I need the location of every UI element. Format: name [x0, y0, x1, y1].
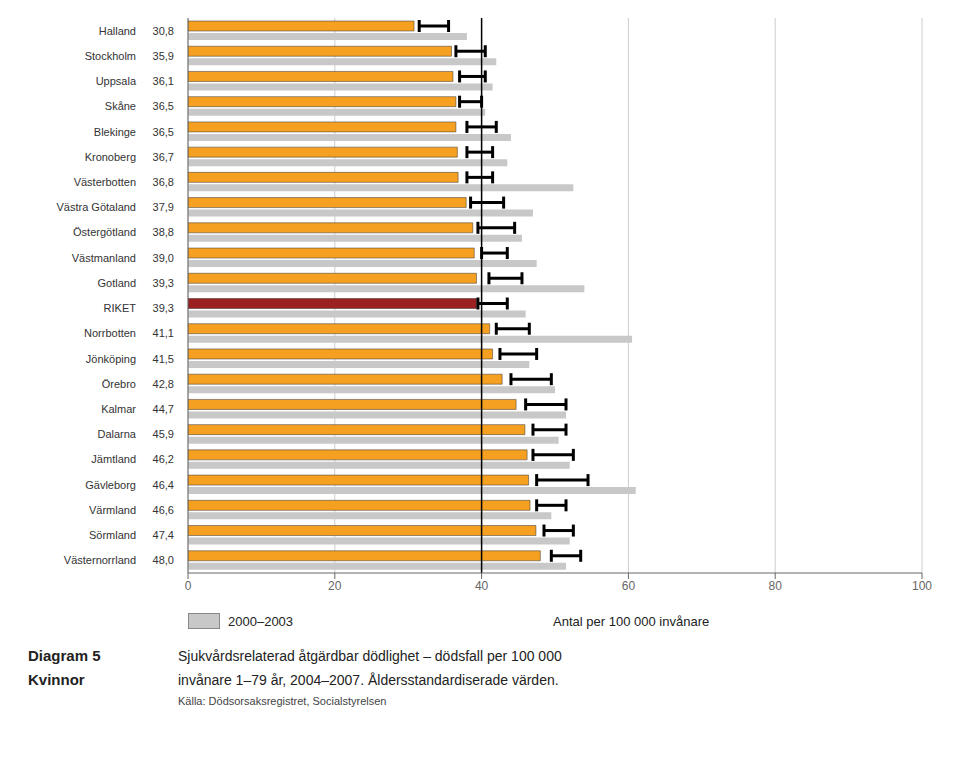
svg-text:Stockholm: Stockholm [85, 50, 136, 62]
svg-text:Värmland: Värmland [89, 504, 136, 516]
html-text:invånare 1–79 år, 2004–2007. Å: invånare 1–79 år, 2004–2007. Åldersstand… [178, 672, 559, 688]
html-text:2000–2003: 2000–2003 [228, 613, 294, 629]
svg-text:Norrbotten: Norrbotten [84, 327, 136, 339]
svg-text:Gotland: Gotland [97, 277, 136, 289]
svg-text:20: 20 [328, 579, 342, 593]
svg-text:46,4: 46,4 [153, 479, 174, 491]
svg-text:Örebro: Örebro [102, 378, 136, 390]
html-text:Sjukvårdsrelaterad åtgärdbar d: Sjukvårdsrelaterad åtgärdbar dödlighet –… [178, 648, 562, 664]
svg-text:36,1: 36,1 [153, 75, 174, 87]
svg-text:41,5: 41,5 [153, 353, 174, 365]
svg-text:44,7: 44,7 [153, 403, 174, 415]
html-text:Antal per 100 000 invånare: Antal per 100 000 invånare [553, 613, 710, 629]
svg-text:36,5: 36,5 [153, 126, 174, 138]
svg-text:Kalmar: Kalmar [101, 403, 136, 415]
svg-text:Västerbotten: Västerbotten [74, 176, 136, 188]
svg-text:36,7: 36,7 [153, 151, 174, 163]
svg-text:Gävleborg: Gävleborg [85, 479, 136, 491]
svg-text:40: 40 [475, 579, 489, 593]
svg-text:47,4: 47,4 [153, 529, 174, 541]
svg-text:45,9: 45,9 [153, 428, 174, 440]
svg-text:80: 80 [769, 579, 783, 593]
svg-text:Blekinge: Blekinge [94, 126, 136, 138]
html-text:Kvinnor: Kvinnor [28, 671, 85, 688]
svg-text:Kronoberg: Kronoberg [85, 151, 136, 163]
svg-text:Halland: Halland [99, 25, 136, 37]
svg-text:Skåne: Skåne [105, 100, 136, 112]
svg-text:36,8: 36,8 [153, 176, 174, 188]
svg-text:Uppsala: Uppsala [96, 75, 137, 87]
svg-text:36,5: 36,5 [153, 100, 174, 112]
svg-text:37,9: 37,9 [153, 201, 174, 213]
svg-text:35,9: 35,9 [153, 50, 174, 62]
svg-text:39,3: 39,3 [153, 277, 174, 289]
svg-text:46,6: 46,6 [153, 504, 174, 516]
svg-text:Västmanland: Västmanland [72, 252, 136, 264]
svg-text:Jämtland: Jämtland [91, 453, 136, 465]
svg-text:42,8: 42,8 [153, 378, 174, 390]
svg-text:46,2: 46,2 [153, 453, 174, 465]
svg-text:Västra Götaland: Västra Götaland [57, 201, 137, 213]
svg-text:Östergötland: Östergötland [73, 226, 136, 238]
svg-text:Jönköping: Jönköping [86, 353, 136, 365]
svg-text:Dalarna: Dalarna [97, 428, 136, 440]
html-text:Diagram 5: Diagram 5 [28, 647, 101, 664]
svg-text:30,8: 30,8 [153, 25, 174, 37]
svg-text:100: 100 [912, 579, 932, 593]
svg-text:RIKET: RIKET [104, 302, 137, 314]
svg-text:48,0: 48,0 [153, 554, 174, 566]
svg-text:41,1: 41,1 [153, 327, 174, 339]
svg-text:Västernorrland: Västernorrland [64, 554, 136, 566]
svg-text:Sörmland: Sörmland [89, 529, 136, 541]
svg-text:38,8: 38,8 [153, 226, 174, 238]
svg-text:60: 60 [622, 579, 636, 593]
svg-text:39,3: 39,3 [153, 302, 174, 314]
svg-text:39,0: 39,0 [153, 252, 174, 264]
html-text:Källa: Dödsorsaksregistret, So: Källa: Dödsorsaksregistret, Socialstyrel… [178, 695, 387, 707]
svg-text:0: 0 [185, 579, 192, 593]
